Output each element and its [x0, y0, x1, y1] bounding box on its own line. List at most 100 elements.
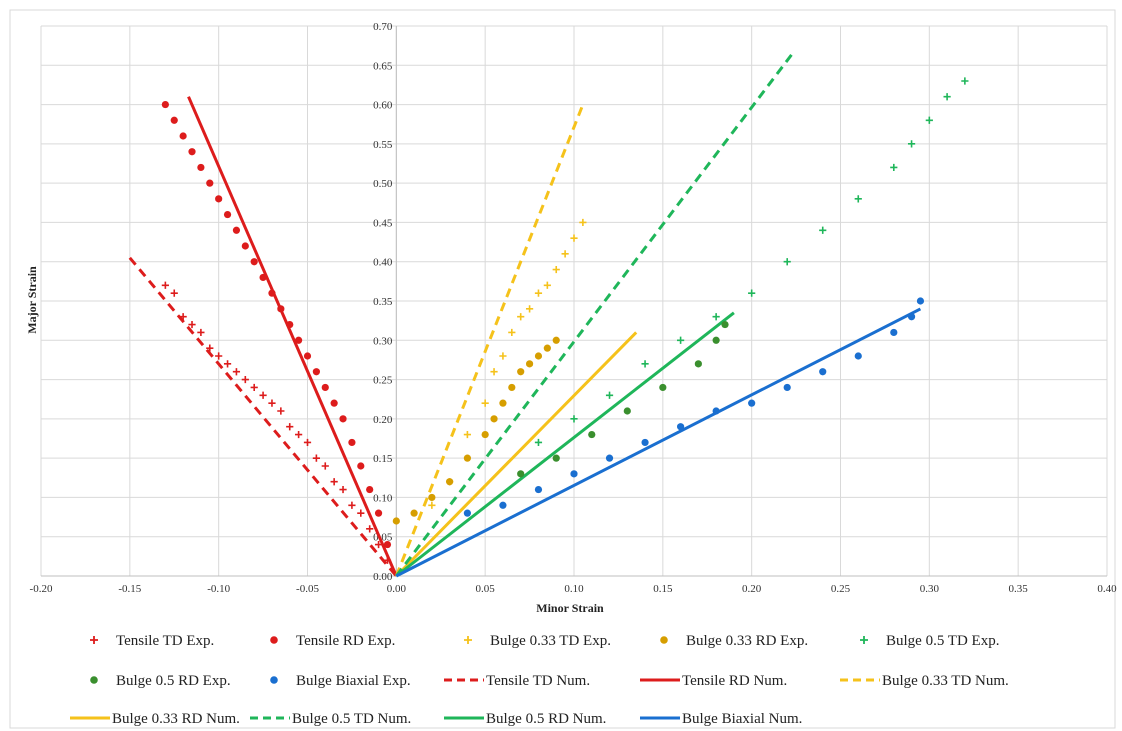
point-tensile-td-exp	[179, 313, 187, 321]
point-bulge-biaxial-exp	[854, 352, 862, 360]
point-tensile-td-exp	[295, 430, 303, 439]
point-bulge-0-5-td-exp	[748, 289, 756, 297]
point-tensile-td-exp	[374, 540, 383, 549]
x-tick-label: 0.35	[1009, 583, 1029, 595]
x-tick-label: 0.40	[1097, 583, 1117, 595]
legend-label: Bulge 0.33 TD Num.	[882, 673, 1009, 689]
point-tensile-td-exp	[330, 478, 338, 486]
legend-symbol	[270, 676, 278, 684]
point-tensile-td-exp	[232, 368, 241, 376]
point-bulge-0-33-td-exp	[517, 313, 525, 321]
point-bulge-0-33-td-exp	[463, 430, 471, 439]
point-tensile-rd-exp	[259, 273, 267, 282]
point-tensile-rd-exp	[366, 485, 374, 494]
point-bulge-0-5-td-exp	[943, 93, 951, 101]
point-bulge-biaxial-exp	[819, 368, 827, 376]
point-bulge-biaxial-exp	[499, 501, 507, 509]
series-line-bulge-0-5-td-num	[395, 52, 794, 577]
point-tensile-td-exp	[161, 281, 169, 289]
point-bulge-0-33-rd-exp	[481, 430, 489, 439]
x-tick-label: 0.30	[920, 583, 940, 595]
point-tensile-rd-exp	[250, 258, 258, 266]
point-bulge-0-5-rd-exp	[623, 407, 631, 415]
point-bulge-0-33-rd-exp	[410, 509, 418, 517]
point-tensile-td-exp	[215, 352, 223, 360]
series-line-bulge-0-33-rd-num	[395, 331, 638, 578]
point-tensile-rd-exp	[357, 462, 365, 470]
x-tick-label: 0.10	[564, 583, 584, 595]
point-bulge-0-33-td-exp	[579, 218, 587, 227]
series-line-tensile-td-num	[128, 256, 398, 577]
point-bulge-0-33-rd-exp	[392, 517, 400, 525]
point-bulge-0-33-rd-exp	[543, 344, 551, 352]
legend-item-tensile-td-num: Tensile TD Num.	[444, 673, 590, 689]
point-bulge-0-33-rd-exp	[525, 360, 534, 368]
legend-label: Tensile RD Num.	[682, 673, 787, 689]
y-tick-label: 0.00	[373, 571, 393, 583]
point-bulge-0-33-td-exp	[428, 501, 436, 509]
point-bulge-0-33-rd-exp	[446, 478, 454, 486]
point-tensile-rd-exp	[321, 383, 329, 392]
legend-item-bulge-0-33-rd-num: Bulge 0.33 RD Num.	[70, 711, 240, 727]
point-tensile-rd-exp	[312, 368, 320, 376]
x-tick-label: 0.00	[387, 583, 407, 595]
point-bulge-0-5-td-exp	[907, 140, 916, 148]
legend-item-bulge-0-5-rd-num: Bulge 0.5 RD Num.	[444, 711, 606, 727]
point-tensile-rd-exp	[215, 195, 223, 203]
point-tensile-td-exp	[241, 375, 249, 384]
legend-symbol	[660, 636, 668, 644]
legend-label: Bulge 0.5 RD Num.	[486, 711, 606, 727]
legend-label: Bulge 0.5 TD Num.	[292, 711, 411, 727]
legend-label: Bulge 0.5 RD Exp.	[116, 673, 231, 689]
point-tensile-rd-exp	[303, 352, 312, 360]
point-tensile-td-exp	[206, 344, 214, 352]
point-tensile-td-exp	[321, 462, 329, 470]
y-tick-label: 0.70	[373, 21, 393, 33]
legend-label: Tensile RD Exp.	[296, 633, 395, 649]
point-tensile-rd-exp	[277, 305, 285, 313]
legend-symbol	[90, 676, 98, 684]
point-tensile-rd-exp	[232, 226, 241, 234]
x-tick-label: 0.15	[653, 583, 673, 595]
point-bulge-0-5-td-exp	[641, 360, 649, 368]
point-bulge-biaxial-exp	[605, 454, 614, 462]
legend-label: Bulge 0.5 TD Exp.	[886, 633, 999, 649]
point-bulge-biaxial-exp	[570, 470, 578, 478]
point-bulge-0-5-td-exp	[819, 226, 827, 234]
point-bulge-0-5-td-exp	[961, 77, 969, 85]
point-tensile-rd-exp	[223, 210, 232, 219]
point-bulge-0-5-td-exp	[854, 195, 862, 203]
point-tensile-td-exp	[339, 485, 347, 494]
point-bulge-biaxial-exp	[916, 297, 925, 305]
legend-label: Bulge Biaxial Exp.	[296, 673, 411, 689]
point-bulge-0-5-td-exp	[605, 391, 614, 399]
point-bulge-biaxial-exp	[748, 399, 756, 407]
chart-border	[9, 9, 1116, 729]
legend-item-bulge-0-5-td-exp: Bulge 0.5 TD Exp.	[860, 633, 999, 649]
point-bulge-biaxial-exp	[907, 313, 916, 321]
point-bulge-0-33-td-exp	[490, 368, 498, 376]
point-bulge-biaxial-exp	[783, 383, 791, 392]
point-tensile-td-exp	[197, 328, 205, 337]
point-tensile-rd-exp	[374, 509, 383, 517]
y-tick-label: 0.45	[373, 217, 393, 229]
point-tensile-rd-exp	[161, 100, 169, 109]
x-tick-label: -0.10	[207, 583, 230, 595]
y-tick-label: 0.40	[373, 257, 393, 269]
y-tick-label: 0.15	[373, 453, 393, 465]
legend-label: Bulge Biaxial Num.	[682, 711, 802, 727]
point-tensile-td-exp	[303, 438, 312, 447]
point-tensile-rd-exp	[339, 415, 347, 423]
point-bulge-0-33-rd-exp	[499, 399, 507, 407]
point-tensile-rd-exp	[241, 242, 249, 250]
point-tensile-td-exp	[250, 383, 258, 392]
x-tick-label: 0.20	[742, 583, 762, 595]
y-tick-label: 0.35	[373, 296, 393, 308]
legend-label: Bulge 0.33 TD Exp.	[490, 633, 611, 649]
point-bulge-0-5-td-exp	[783, 258, 791, 266]
point-tensile-rd-exp	[197, 163, 205, 172]
point-bulge-0-33-td-exp	[481, 399, 489, 407]
y-tick-label: 0.50	[373, 178, 393, 190]
legend-item-bulge-0-33-rd-exp: Bulge 0.33 RD Exp.	[660, 633, 808, 649]
point-bulge-biaxial-exp	[712, 407, 720, 415]
